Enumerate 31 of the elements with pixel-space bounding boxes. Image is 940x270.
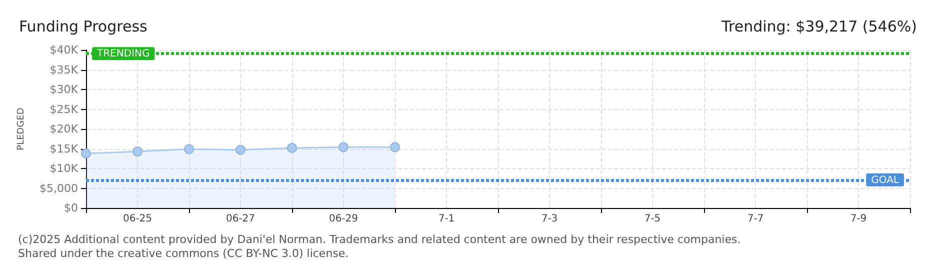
y-tick-label: $10K xyxy=(50,162,79,175)
y-axis-title: PLEDGED xyxy=(16,108,26,150)
x-tick-label: 7-9 xyxy=(850,214,867,224)
x-tick-label: 06-29 xyxy=(328,214,358,224)
y-tick-label: $25K xyxy=(50,102,79,116)
point xyxy=(390,142,400,152)
point xyxy=(236,144,246,155)
x-tick-label: 7-5 xyxy=(644,214,661,224)
ref-line-label: GOAL xyxy=(871,174,900,186)
y-tick-label: $5,000 xyxy=(40,182,78,195)
chart-subtitle: Trending: $39,217 (546%) xyxy=(720,18,918,36)
point xyxy=(81,148,91,158)
point xyxy=(184,144,194,154)
x-tick-label: 7-7 xyxy=(747,214,764,224)
x-tick-label: 06-25 xyxy=(122,214,152,224)
y-tick-label: $40K xyxy=(50,44,79,56)
y-tick-label: $30K xyxy=(50,83,79,96)
y-tick-label: $0 xyxy=(64,202,78,214)
point xyxy=(132,146,142,157)
ref-line-label: TRENDING xyxy=(96,48,150,60)
text: (c)2025 Additional content provided by Dani'el Norman. Trademarks and related content are owned by their respective companies. xyxy=(18,233,741,246)
x-tick-label: 7-1 xyxy=(438,214,455,224)
y-tick-label: $15K xyxy=(50,142,79,156)
point xyxy=(287,142,297,153)
x-tick-label: 06-27 xyxy=(226,214,256,224)
point xyxy=(338,142,348,152)
x-tick-label: 7-3 xyxy=(541,214,558,224)
text: Shared under the creative commons (CC BY-NC 3.0) license. xyxy=(18,247,349,260)
y-tick-label: $35K xyxy=(50,63,79,76)
y-tick-label: $20K xyxy=(50,122,79,136)
chart-title: Funding Progress xyxy=(19,18,148,36)
